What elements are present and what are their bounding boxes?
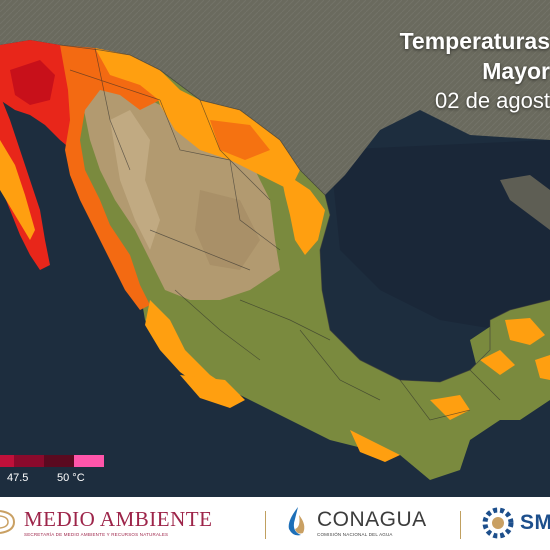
divider-1 [265, 511, 266, 539]
state-borders [69, 47, 501, 421]
title-date: 02 de agost [435, 88, 550, 113]
sinaloa-warm-zone [60, 45, 160, 310]
map-graphic [0, 0, 550, 497]
legend-swatch-1 [0, 455, 14, 467]
title-block: Temperaturas Mayor 02 de agost [290, 26, 550, 116]
smn-text: SM [520, 511, 550, 534]
temperature-legend: 47.5 50 °C [0, 455, 110, 484]
title-line-1: Temperaturas [399, 28, 550, 54]
legend-label-50: 50 °C [57, 472, 85, 484]
medio-ambiente-emblem-icon [0, 510, 16, 534]
legend-swatch-3 [44, 455, 74, 467]
gulf-of-mexico [330, 140, 550, 330]
legend-color-bar [0, 455, 110, 467]
conagua-text: CONAGUA [317, 507, 427, 531]
smn-sun-icon [482, 507, 514, 539]
conagua-drop-icon [288, 507, 305, 536]
florida-land [500, 175, 550, 230]
conagua-subtext: COMISIÓN NACIONAL DEL AGUA [317, 531, 393, 537]
medio-ambiente-text: MEDIO AMBIENTE [24, 507, 213, 531]
medio-ambiente-logo: MEDIO AMBIENTE SECRETARÍA DE MEDIO AMBIE… [0, 505, 212, 539]
legend-label-47-5: 47.5 [7, 472, 29, 484]
divider-2 [460, 511, 461, 539]
medio-ambiente-subtext: SECRETARÍA DE MEDIO AMBIENTE Y RECURSOS … [24, 532, 169, 537]
pacific-coast-warm [145, 300, 240, 405]
legend-swatch-2 [14, 455, 44, 467]
northeast-warm-zone [280, 170, 325, 255]
footer-logos: MEDIO AMBIENTE SECRETARÍA DE MEDIO AMBIE… [0, 497, 550, 550]
title-line-2: Mayor [482, 58, 550, 84]
legend-swatch-4 [74, 455, 104, 467]
conagua-logo: CONAGUA COMISIÓN NACIONAL DEL AGUA [283, 505, 427, 539]
smn-logo: SM [478, 505, 550, 541]
baja-california [0, 95, 50, 270]
temperature-map: Temperaturas Mayor 02 de agost 47.5 50 °… [0, 0, 550, 497]
